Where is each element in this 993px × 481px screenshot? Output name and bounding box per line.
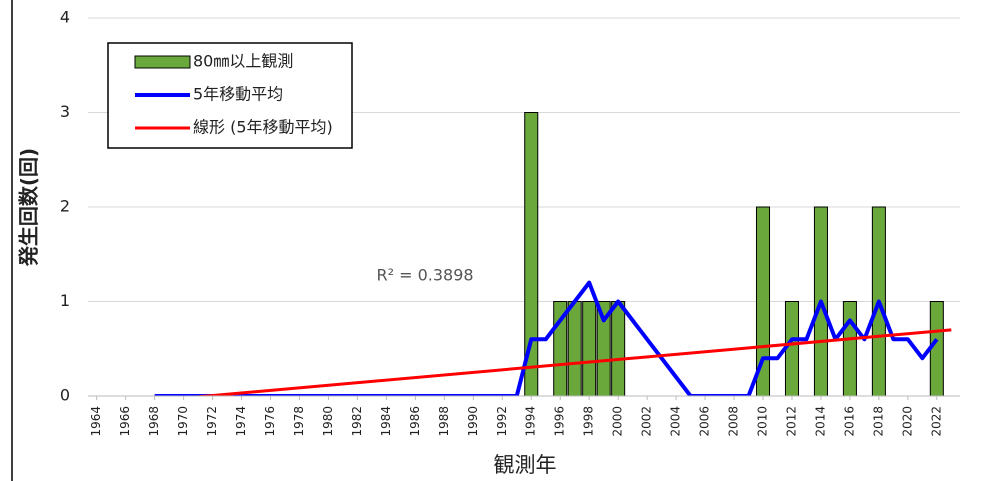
- x-tick-label: 1976: [263, 406, 277, 437]
- x-tick-label: 1966: [118, 406, 132, 437]
- bar: [842, 301, 857, 396]
- x-tick-label: 1986: [408, 406, 422, 437]
- x-tick-label: 1970: [176, 406, 190, 437]
- y-tick-label: 4: [60, 8, 70, 27]
- annotation: R² = 0.3898: [376, 266, 473, 285]
- legend-label: 線形 (5年移動平均): [193, 118, 333, 137]
- y-tick-label: 2: [60, 197, 70, 216]
- x-tick-label: 1978: [292, 406, 306, 437]
- x-tick-label: 2004: [669, 406, 683, 437]
- x-tick-label: 1980: [321, 406, 335, 437]
- x-tick-label: 1964: [89, 406, 103, 437]
- x-tick-label: 2008: [727, 406, 741, 437]
- plot-area: [154, 112, 952, 396]
- x-tick-label: 1992: [495, 406, 509, 437]
- bar: [929, 301, 944, 396]
- line: [154, 280, 939, 396]
- y-tick-label: 3: [60, 102, 70, 121]
- y-tick-label: 1: [60, 291, 70, 310]
- x-tick-label: 2014: [813, 406, 827, 437]
- legend-label: 80㎜以上観測: [193, 52, 293, 71]
- legend-label: 5年移動平均: [193, 85, 283, 104]
- x-tick-label: 2012: [784, 406, 798, 437]
- y-axis-label: 発生回数(回): [17, 148, 41, 267]
- x-tick-label: 1996: [553, 406, 567, 437]
- bar: [582, 301, 597, 396]
- x-tick-label: 1994: [524, 406, 538, 437]
- x-tick-label: 1984: [379, 406, 393, 437]
- bar: [784, 301, 799, 396]
- bar: [611, 301, 626, 396]
- x-tick-label: 2002: [640, 406, 654, 437]
- x-tick-label: 1968: [147, 406, 161, 437]
- x-tick-label: 2018: [871, 406, 885, 437]
- x-tick-label: 1974: [234, 406, 248, 437]
- x-tick-label: 2016: [842, 406, 856, 437]
- x-tick-label: 2000: [611, 406, 625, 437]
- x-tick-label: 1990: [466, 406, 480, 437]
- legend-swatch: [134, 55, 191, 69]
- x-tick-label: 1988: [437, 406, 451, 437]
- x-tick-label: 1972: [205, 406, 219, 437]
- y-tick-label: 0: [60, 386, 70, 405]
- x-tick-label: 1998: [582, 406, 596, 437]
- bar: [755, 206, 771, 396]
- x-axis-label: 観測年: [494, 453, 557, 477]
- x-tick-label: 1982: [350, 406, 364, 437]
- x-tick-label: 2022: [929, 406, 943, 437]
- bar: [567, 301, 582, 396]
- line: [190, 328, 952, 396]
- bar: [596, 301, 611, 396]
- x-tick-label: 2006: [698, 406, 712, 437]
- x-tick-label: 2010: [756, 406, 770, 437]
- x-tick-label: 2020: [900, 406, 914, 437]
- bar: [524, 112, 539, 396]
